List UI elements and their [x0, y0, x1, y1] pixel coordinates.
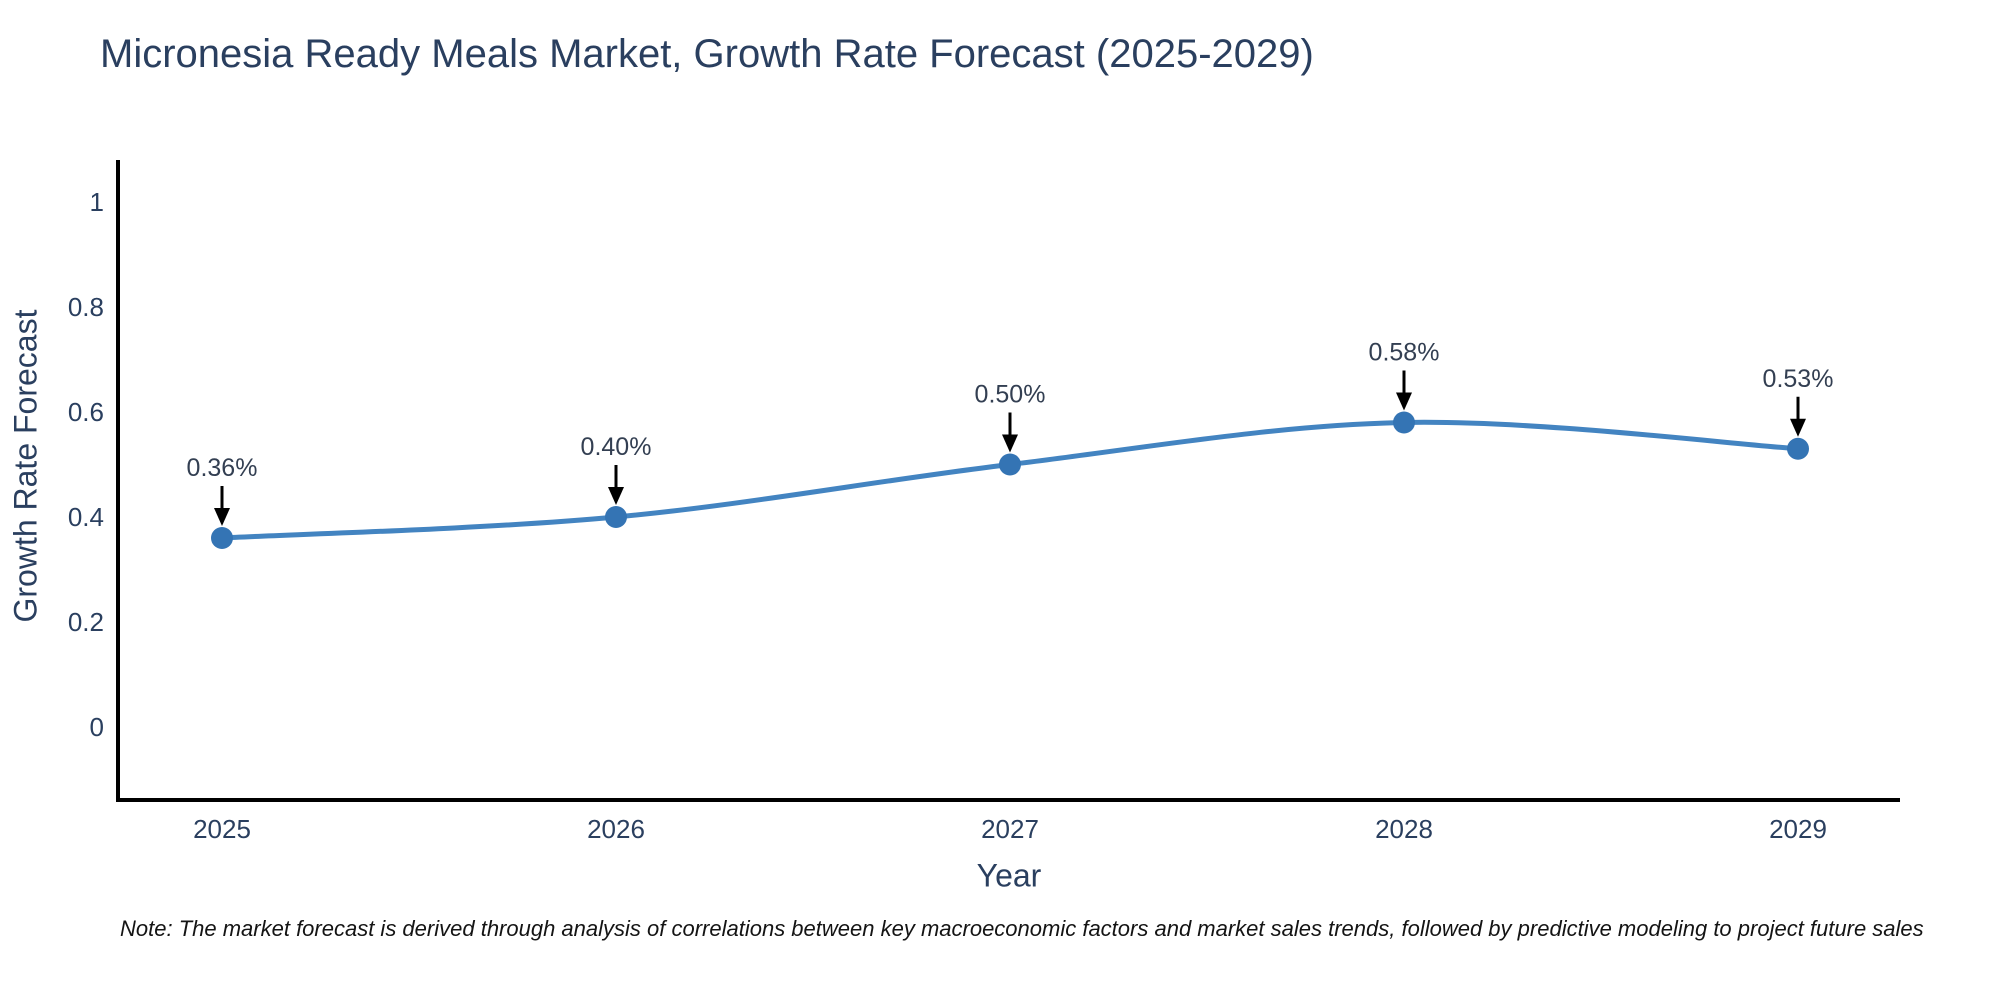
- annotation-arrowhead-icon: [1002, 434, 1018, 453]
- annotation-arrowhead-icon: [1396, 392, 1412, 411]
- data-point-label: 0.53%: [1763, 365, 1834, 393]
- annotation-arrowhead-icon: [608, 487, 624, 505]
- data-point-marker[interactable]: [605, 506, 627, 528]
- x-axis-title: Year: [976, 857, 1042, 894]
- x-tick-label: 2025: [193, 814, 251, 844]
- y-axis-title: Growth Rate Forecast: [7, 309, 44, 623]
- data-point-marker[interactable]: [211, 527, 233, 549]
- chart-title: Micronesia Ready Meals Market, Growth Ra…: [100, 32, 1314, 76]
- y-tick-label: 1: [90, 187, 104, 217]
- axis-lines: [116, 160, 1900, 802]
- y-tick-label: 0: [90, 712, 104, 742]
- annotation-arrowhead-icon: [1790, 418, 1806, 437]
- y-tick-label: 0.4: [68, 502, 104, 532]
- y-tick-label: 0.6: [68, 397, 104, 427]
- x-tick-label: 2026: [587, 814, 645, 844]
- data-point-label: 0.36%: [187, 454, 258, 482]
- data-point-label: 0.40%: [581, 433, 652, 461]
- chart-note: Note: The market forecast is derived thr…: [120, 916, 1924, 941]
- data-point-marker[interactable]: [1393, 411, 1415, 434]
- data-point-marker[interactable]: [1787, 437, 1809, 460]
- data-point-label: 0.50%: [975, 381, 1046, 409]
- data-point-label: 0.58%: [1369, 339, 1440, 367]
- data-point-marker[interactable]: [999, 453, 1021, 476]
- x-tick-label: 2027: [981, 814, 1039, 844]
- x-tick-label: 2028: [1375, 814, 1433, 844]
- annotation-arrowhead-icon: [214, 508, 230, 526]
- y-tick-label: 0.8: [68, 292, 104, 322]
- x-tick-label: 2029: [1769, 814, 1827, 844]
- y-tick-label: 0.2: [68, 607, 104, 637]
